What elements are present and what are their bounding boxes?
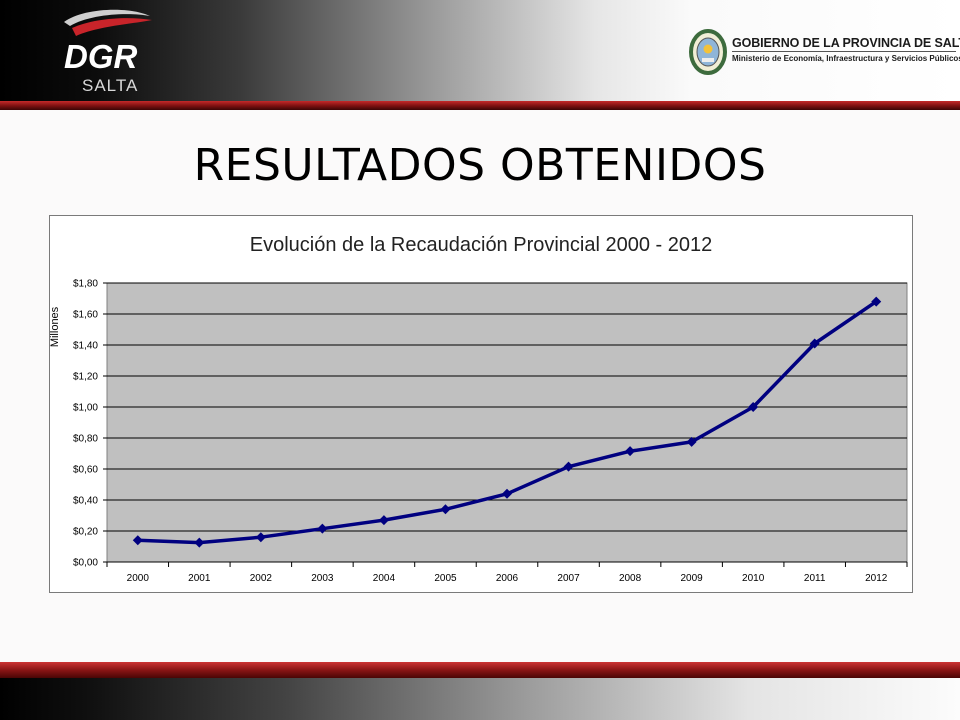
x-tick-label: 2008 (619, 573, 642, 584)
x-tick-label: 2006 (496, 573, 519, 584)
y-tick-label: $1,60 (73, 310, 98, 321)
y-tick-label: $1,80 (73, 279, 98, 290)
y-tick-label: $1,00 (73, 403, 98, 414)
x-tick-label: 2001 (188, 573, 211, 584)
data-point-marker (871, 296, 882, 307)
y-tick-label: $0,60 (73, 465, 98, 476)
y-tick-label: $1,40 (73, 341, 98, 352)
data-point-marker (440, 504, 451, 515)
x-tick-label: 2011 (804, 573, 826, 584)
data-point-marker (563, 461, 574, 472)
data-point-marker (378, 515, 389, 526)
x-tick-label: 2012 (865, 573, 888, 584)
data-point-marker (194, 537, 205, 548)
header-stripe (0, 101, 960, 110)
x-tick-label: 2000 (127, 573, 150, 584)
data-point-marker (686, 436, 697, 447)
salta-coat-of-arms-icon (689, 29, 727, 75)
ministry-subtitle: Ministerio de Economía, Infraestructura … (732, 54, 960, 63)
data-point-marker (255, 532, 266, 543)
line-chart: Evolución de la Recaudación Provincial 2… (50, 234, 908, 584)
chart-title: Evolución de la Recaudación Provincial 2… (250, 234, 713, 256)
y-tick-label: $1,20 (73, 372, 98, 383)
x-tick-label: 2010 (742, 573, 765, 584)
x-tick-label: 2003 (311, 573, 334, 584)
data-point-marker (809, 338, 820, 349)
government-title: GOBIERNO DE LA PROVINCIA DE SALTA. (732, 36, 960, 50)
chart-container: Evolución de la Recaudación Provincial 2… (49, 215, 913, 593)
plot-area (106, 282, 908, 563)
header-bar: DGR SALTA GOBIERNO DE LA PROVINCIA DE SA… (0, 0, 960, 103)
data-point-marker (748, 402, 759, 412)
y-tick-label: $0,20 (73, 527, 98, 538)
government-logo: GOBIERNO DE LA PROVINCIA DE SALTA. Minis… (688, 28, 960, 78)
x-tick-label: 2009 (680, 573, 703, 584)
x-tick-label: 2004 (373, 573, 396, 584)
data-point-marker (317, 523, 328, 534)
x-tick-label: 2007 (557, 573, 580, 584)
svg-text:SALTA: SALTA (82, 76, 138, 95)
data-point-marker (502, 488, 512, 499)
dgr-salta-logo: DGR SALTA (64, 9, 152, 95)
x-tick-label: 2002 (250, 573, 273, 584)
y-tick-label: $0,00 (73, 558, 98, 569)
y-tick-label: $0,80 (73, 434, 98, 445)
footer-bar (0, 678, 960, 720)
data-point-marker (132, 535, 143, 546)
x-tick-label: 2005 (434, 573, 457, 584)
data-point-marker (625, 446, 636, 457)
footer-stripe (0, 662, 960, 678)
y-axis-label: Millones (50, 306, 61, 347)
slide-title: RESULTADOS OBTENIDOS (193, 140, 767, 191)
y-tick-label: $0,40 (73, 496, 98, 507)
government-divider (732, 51, 956, 52)
svg-text:DGR: DGR (64, 38, 138, 75)
